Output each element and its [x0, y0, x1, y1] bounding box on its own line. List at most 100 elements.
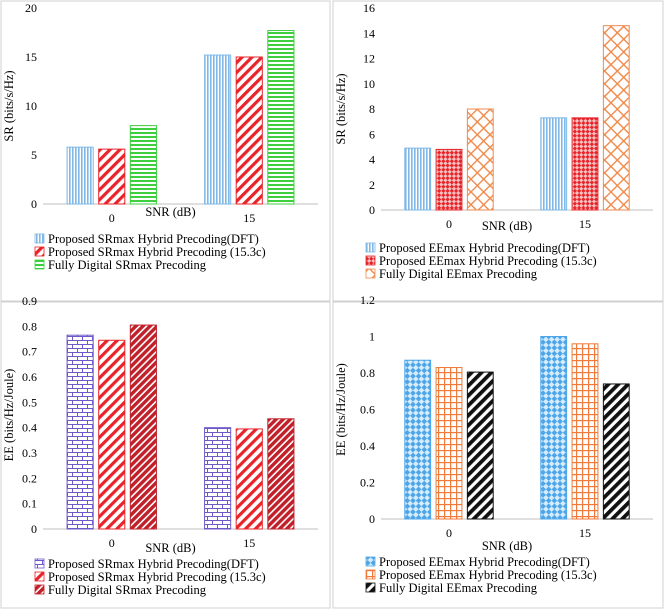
y-tick-label: 6	[369, 127, 375, 141]
x-tick-label: 15	[243, 536, 255, 550]
y-tick-label: 1.2	[360, 293, 375, 307]
x-axis-title: SNR (dB)	[145, 541, 195, 555]
bar	[602, 25, 630, 211]
y-tick-label: 0	[31, 197, 37, 211]
y-tick-label: 15	[25, 50, 37, 64]
bar	[129, 125, 157, 205]
x-axis-title: SNR (dB)	[482, 219, 532, 233]
legend-label: Proposed SRmax Hybrid Precoding (15.3c)	[48, 245, 266, 259]
bar	[204, 427, 232, 530]
x-tick-label: 15	[579, 526, 591, 540]
legend-swatch	[365, 569, 376, 580]
y-tick-label: 14	[363, 26, 375, 40]
y-tick-label: 0.5	[22, 395, 37, 409]
panel-border	[332, 0, 664, 302]
x-axis-title: SNR (dB)	[145, 205, 195, 219]
y-tick-label: 10	[25, 99, 37, 113]
legend-swatch	[365, 268, 376, 279]
legend-swatch	[34, 558, 45, 569]
y-tick-label: 0.8	[22, 319, 37, 333]
legend-label: Proposed EEmax Hybrid Precoding(DFT)	[379, 241, 590, 255]
bar	[235, 428, 263, 530]
bar	[129, 324, 157, 530]
legend-label: Proposed SRmax Hybrid Precoding (15.3c)	[48, 570, 266, 584]
y-tick-label: 0.7	[22, 345, 37, 359]
y-tick-label: 10	[363, 77, 375, 91]
x-tick-label: 0	[446, 217, 452, 231]
bar	[404, 359, 432, 520]
legend-label: Proposed EEmax Hybrid Precoding (15.3c)	[379, 254, 597, 268]
bar	[235, 56, 263, 205]
chart-sr-eemax: 0 2 4 6 8 10 12 14 16 SR (bits/s/Hz) 0 15 SNR (dB) Pr…	[332, 0, 664, 302]
y-tick-label: 0.3	[22, 446, 37, 460]
y-tick-label: 0.2	[22, 471, 37, 485]
bar	[98, 148, 126, 205]
legend-label: Proposed EEmax Hybrid Precoding(DFT)	[379, 555, 590, 569]
bar	[466, 108, 494, 211]
bar	[435, 148, 463, 211]
y-tick-label: 5	[31, 148, 37, 162]
y-tick-label: 0.9	[22, 294, 37, 308]
bar	[404, 147, 432, 211]
chart-sr-srmax: 0 5 10 15 20 SR (bits/s/Hz) 0 15 SNR (dB) Propose…	[0, 0, 331, 302]
y-tick-label: 1	[369, 330, 375, 344]
bar	[66, 146, 94, 205]
bar	[435, 367, 463, 520]
y-tick-label: 0	[31, 522, 37, 536]
legend-swatch	[365, 255, 376, 266]
legend-swatch	[34, 246, 45, 257]
legend-label: Fully Digital EEmax Precoding	[379, 581, 538, 595]
y-tick-label: 0.6	[360, 403, 375, 417]
y-tick-label: 0.6	[22, 370, 37, 384]
y-tick-label: 20	[25, 1, 37, 15]
bar	[602, 383, 630, 520]
legend-label: Proposed SRmax Hybrid Precoding(DFT)	[48, 557, 259, 571]
y-tick-label: 0	[369, 512, 375, 526]
legend-swatch	[365, 556, 376, 567]
legend-swatch	[34, 259, 45, 270]
chart-ee-srmax: 0 0.1 0.2 0.3 0.4 0.5 0.6 0.7 0.8 0.9 EE (bits/Hz/…	[0, 294, 331, 609]
bar	[571, 343, 599, 520]
bar	[204, 54, 232, 205]
y-tick-label: 2	[369, 178, 375, 192]
y-tick-label: 0.1	[22, 497, 37, 511]
y-tick-label: 16	[363, 1, 375, 15]
legend-swatch	[34, 584, 45, 595]
y-axis-title: SR (bits/s/Hz)	[334, 73, 348, 144]
x-tick-label: 0	[109, 211, 115, 225]
panel-border	[0, 0, 331, 302]
y-axis-title: SR (bits/s/Hz)	[2, 70, 16, 141]
y-tick-label: 0	[369, 203, 375, 217]
x-tick-label: 15	[579, 217, 591, 231]
y-tick-label: 0.4	[22, 421, 37, 435]
panel-border	[0, 301, 331, 609]
bar	[98, 339, 126, 530]
y-tick-label: 0.8	[360, 366, 375, 380]
legend-label: Proposed SRmax Hybrid Precoding(DFT)	[48, 232, 259, 246]
chart-ee-eemax: 0 0.2 0.4 0.6 0.8 1 1.2 EE (bits/Hz/Joule) 0 15 SN…	[332, 293, 664, 609]
legend-swatch	[365, 242, 376, 253]
y-tick-label: 0.2	[360, 476, 375, 490]
legend-label: Proposed EEmax Hybrid Precoding (15.3c)	[379, 568, 597, 582]
y-tick-label: 12	[363, 52, 375, 66]
bar	[571, 117, 599, 211]
y-tick-label: 0.4	[360, 439, 375, 453]
legend-label: Fully Digital SRmax Precoding	[48, 258, 207, 272]
bar	[267, 30, 295, 205]
y-tick-label: 8	[369, 102, 375, 116]
bar	[466, 371, 494, 520]
y-axis-title: EE (bits/Hz/Joule)	[2, 369, 16, 462]
bar	[540, 336, 568, 520]
legend-swatch	[34, 233, 45, 244]
legend-swatch	[365, 582, 376, 593]
y-axis-title: EE (bits/Hz/Joule)	[334, 363, 348, 456]
panel-border	[332, 301, 664, 609]
bar	[540, 117, 568, 211]
y-tick-label: 4	[369, 153, 375, 167]
x-tick-label: 0	[109, 536, 115, 550]
legend-label: Fully Digital SRmax Precoding	[48, 583, 207, 597]
bar	[267, 418, 295, 530]
legend-swatch	[34, 571, 45, 582]
legend-label: Fully Digital EEmax Precoding	[379, 267, 538, 281]
